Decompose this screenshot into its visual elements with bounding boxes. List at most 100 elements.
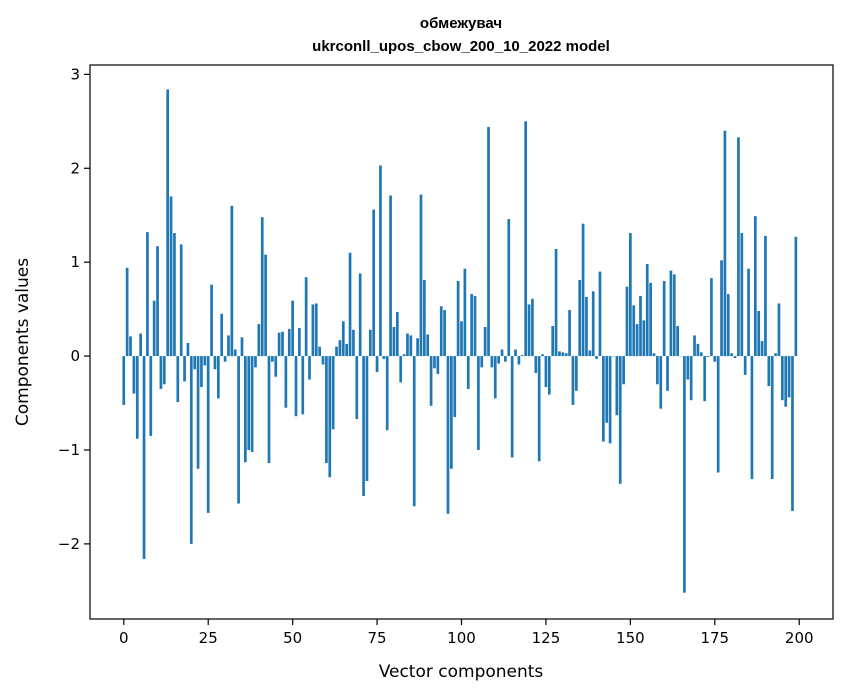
bar [301, 356, 305, 415]
bar [483, 326, 487, 357]
bar [406, 333, 409, 357]
bar [618, 356, 622, 484]
bar [794, 236, 798, 357]
bar [419, 194, 423, 357]
y-tick-label: 2 [70, 159, 80, 177]
bar [423, 280, 426, 357]
bar [456, 280, 460, 357]
bar [443, 310, 446, 357]
bar [294, 356, 298, 417]
bar [331, 356, 335, 430]
bar [537, 356, 541, 462]
bar [544, 356, 548, 388]
bar [125, 267, 129, 357]
bar [743, 356, 747, 375]
bar [149, 356, 153, 436]
bar [585, 296, 588, 357]
bar [514, 349, 517, 357]
bar [372, 209, 376, 357]
bar [146, 232, 149, 357]
bar [345, 343, 349, 357]
bar [446, 356, 450, 514]
bar [237, 356, 240, 504]
bar [699, 352, 703, 357]
bar [750, 356, 754, 480]
bar [770, 356, 774, 480]
bar [710, 278, 713, 357]
bar [166, 89, 170, 357]
bar [169, 196, 173, 357]
bar [152, 300, 156, 357]
bar [287, 328, 291, 357]
bar [233, 349, 237, 357]
bar [385, 356, 389, 431]
bar [753, 216, 757, 357]
bar [706, 356, 710, 358]
bar [568, 310, 571, 357]
bar [341, 321, 345, 357]
bar [267, 356, 271, 464]
bar [186, 342, 190, 357]
x-tick-label: 50 [283, 629, 302, 647]
bar [574, 356, 578, 391]
bar [409, 335, 413, 357]
bar [389, 195, 392, 357]
bar [669, 270, 673, 357]
bar [591, 291, 595, 357]
bar [652, 353, 656, 357]
bar [240, 337, 244, 357]
bar [291, 300, 294, 357]
bar [227, 335, 230, 357]
bar [787, 356, 791, 398]
bar [784, 356, 788, 407]
bar [365, 356, 369, 481]
bar [142, 356, 146, 559]
bar [703, 356, 707, 402]
bar [581, 223, 585, 357]
bar [487, 126, 490, 357]
bar [527, 304, 531, 357]
bar [672, 274, 676, 357]
bar [598, 271, 602, 357]
bar [325, 356, 328, 464]
bar [561, 352, 565, 357]
bar [656, 356, 659, 385]
bar [460, 321, 463, 357]
bar [676, 326, 679, 357]
bar [206, 356, 210, 513]
bar [578, 280, 582, 357]
bar [216, 356, 220, 399]
bar [534, 356, 538, 373]
bar [713, 356, 717, 362]
y-axis-label: Components values [13, 258, 33, 426]
bar [433, 356, 436, 369]
bar [453, 356, 457, 418]
bar [260, 217, 264, 357]
bar [173, 233, 176, 357]
bar [588, 350, 592, 357]
bar [601, 356, 605, 442]
bar [531, 298, 534, 357]
bar [122, 356, 126, 405]
bar [402, 354, 406, 357]
bar [436, 356, 440, 374]
bar [639, 295, 642, 357]
bar [730, 353, 734, 357]
x-tick-label: 100 [447, 629, 476, 647]
bar [473, 295, 477, 357]
bar [132, 356, 136, 394]
bar [686, 356, 690, 380]
bar [466, 356, 470, 389]
bar [271, 356, 274, 362]
bar [767, 356, 771, 387]
bar [504, 356, 507, 362]
bar [230, 205, 234, 357]
bar [493, 356, 497, 399]
bar [632, 305, 636, 357]
bar [716, 356, 720, 473]
bar [757, 311, 761, 357]
bar [737, 137, 740, 357]
bar [605, 356, 609, 423]
bar [629, 233, 632, 357]
bar [595, 356, 598, 359]
